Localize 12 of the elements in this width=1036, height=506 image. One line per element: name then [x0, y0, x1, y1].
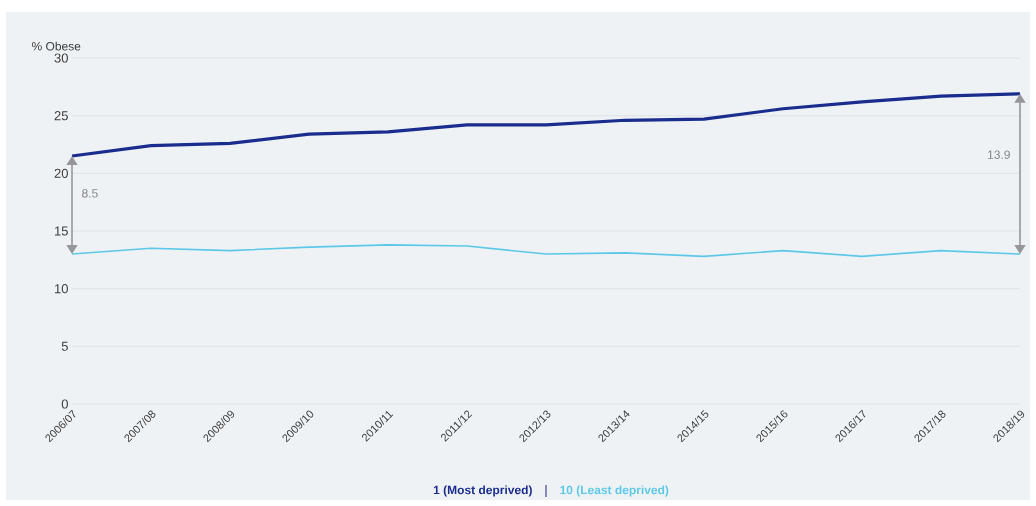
y-tick-label: 10	[54, 284, 68, 294]
y-tick-label: 25	[54, 111, 68, 121]
y-tick-label: 15	[54, 226, 68, 236]
y-tick-label: 0	[61, 399, 68, 409]
y-axis-title: % Obese	[31, 41, 81, 51]
text: 10 (Least deprived)	[560, 485, 669, 497]
y-tick-label: 5	[61, 341, 68, 351]
annotation: 13.9	[988, 150, 1010, 159]
annotation: 8.5	[82, 189, 98, 198]
y-tick-label: 20	[54, 168, 68, 178]
text: 1 (Most deprived)	[433, 485, 532, 497]
y-tick-label: 30	[54, 53, 68, 63]
